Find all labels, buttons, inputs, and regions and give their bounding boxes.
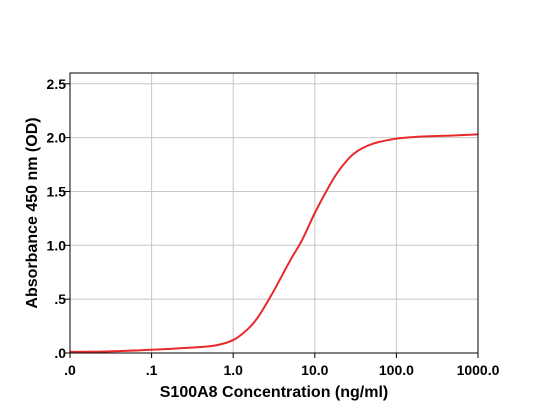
x-tick-label: 10.0	[301, 362, 328, 378]
y-axis-title: Absorbance 450 nm (OD)	[24, 117, 41, 308]
series-layer	[69, 133, 479, 353]
grid-lines	[70, 73, 478, 353]
plot-frame	[69, 72, 479, 354]
plot-background	[70, 73, 478, 353]
x-tick-label: .1	[146, 362, 158, 378]
standard-curve-line	[69, 133, 479, 353]
y-tick-label: 2.5	[47, 76, 67, 92]
y-tick-label: 2.0	[47, 130, 67, 146]
x-tick-label: 100.0	[379, 362, 414, 378]
x-tick-label: 1.0	[223, 362, 243, 378]
y-tick-label: .5	[54, 291, 66, 307]
y-tick-label: 1.5	[47, 183, 67, 199]
y-tick-label: .0	[54, 345, 66, 361]
x-tick-label: .0	[64, 362, 76, 378]
x-axis-title: S100A8 Concentration (ng/ml)	[160, 384, 388, 401]
y-tick-label: 1.0	[47, 237, 67, 253]
x-axis-ticks: .0 .1 1.0 10.0 100.0 1000.0	[64, 353, 500, 378]
x-tick-label: 1000.0	[457, 362, 500, 378]
y-axis-ticks: .0 .5 1.0 1.5 2.0 2.5	[47, 76, 70, 361]
